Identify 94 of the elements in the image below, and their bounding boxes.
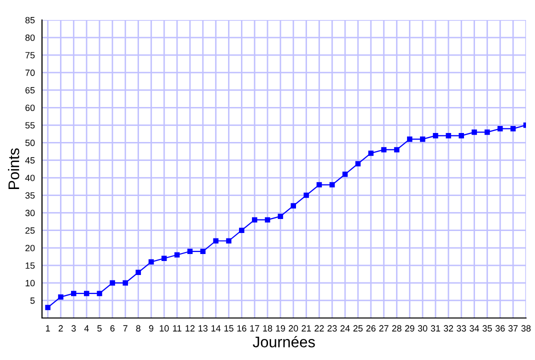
y-tick-label: 85 (25, 16, 35, 24)
x-tick-label: 22 (314, 325, 324, 332)
point (58, 294, 64, 300)
y-tick-label: 70 (25, 70, 35, 76)
x-tick-label: 37 (508, 325, 518, 332)
x-tick-label: 17 (250, 325, 260, 332)
point (252, 217, 258, 222)
point (484, 130, 490, 135)
y-tick-label: 20 (25, 244, 35, 252)
point (432, 133, 438, 138)
y-tick-label: 15 (26, 262, 35, 269)
point (420, 136, 426, 142)
point (407, 136, 412, 142)
point (394, 147, 400, 152)
x-tick-label: 13 (198, 325, 208, 332)
point (174, 252, 180, 258)
point (213, 238, 218, 244)
y-tick-label: 35 (25, 192, 35, 199)
x-tick-label: 14 (211, 325, 221, 332)
y-tick-label: 50 (25, 140, 35, 146)
y-tick-label: 10 (26, 280, 35, 286)
x-tick-label: 32 (444, 325, 454, 332)
point (148, 259, 154, 265)
x-tick-label: 30 (418, 325, 428, 332)
point (71, 290, 76, 296)
point (446, 133, 452, 138)
point (200, 248, 206, 254)
point (187, 248, 193, 254)
point (45, 304, 50, 310)
point (304, 192, 309, 198)
y-axis-title: Points (8, 148, 20, 189)
x-tick-label: 5 (97, 325, 102, 332)
point (342, 172, 348, 177)
point (381, 147, 386, 152)
x-tick-label: 2 (58, 325, 63, 332)
x-tick-label: 29 (405, 325, 414, 332)
x-tick-label: 10 (160, 325, 169, 332)
point (498, 126, 503, 132)
point (96, 290, 102, 296)
point (122, 280, 128, 286)
y-tick-label: 65 (25, 87, 35, 94)
x-tick-label: 7 (123, 325, 128, 332)
point (458, 133, 464, 138)
x-tick-label: 11 (173, 325, 182, 332)
x-tick-label: 26 (366, 325, 376, 332)
x-tick-label: 12 (186, 325, 195, 332)
x-tick-label: 24 (340, 325, 350, 332)
x-tick-label: 38 (521, 325, 531, 332)
x-tick-label: 31 (430, 325, 440, 332)
point (278, 214, 284, 219)
point (316, 182, 322, 188)
x-tick-label: 3 (72, 325, 76, 332)
x-axis-title: Journées (252, 336, 315, 348)
point (330, 182, 335, 188)
point (264, 217, 270, 222)
y-tick-label: 60 (25, 104, 35, 112)
y-tick-label: 40 (25, 174, 35, 182)
y-tick-label: 55 (25, 122, 35, 129)
x-tick-label: 25 (353, 325, 363, 332)
x-tick-label: 9 (149, 325, 154, 332)
x-tick-label: 4 (84, 325, 89, 332)
x-tick-label: 19 (276, 325, 286, 332)
x-tick-label: 27 (379, 325, 388, 332)
point (355, 161, 361, 166)
x-tick-label: 20 (288, 325, 298, 332)
x-tick-label: 15 (224, 325, 234, 332)
point (136, 270, 141, 276)
point (161, 256, 167, 262)
x-tick-label: 18 (263, 325, 272, 332)
x-tick-label: 23 (328, 325, 337, 332)
y-tick-label: 80 (25, 34, 35, 41)
point (84, 290, 90, 296)
point (510, 126, 516, 132)
x-tick-label: 35 (482, 325, 492, 332)
y-tick-label: 5 (30, 298, 35, 304)
x-tick-label: 1 (46, 325, 50, 332)
x-tick-label: 36 (495, 325, 505, 332)
x-tick-label: 8 (136, 325, 140, 332)
x-tick-label: 34 (470, 325, 480, 332)
x-tick-label: 6 (110, 325, 115, 332)
point (226, 238, 232, 244)
point (290, 203, 296, 208)
x-tick-label: 28 (392, 325, 402, 332)
x-tick-label: 21 (302, 325, 311, 332)
y-tick-label: 75 (25, 52, 35, 58)
y-tick-label: 45 (25, 157, 35, 164)
point (472, 130, 477, 135)
x-tick-label: 16 (237, 325, 246, 332)
y-tick-label: 30 (25, 210, 35, 216)
x-tick-label: 33 (456, 325, 466, 332)
point (368, 150, 374, 156)
point (239, 228, 244, 233)
y-tick-label: 25 (25, 227, 35, 234)
point (110, 280, 116, 286)
